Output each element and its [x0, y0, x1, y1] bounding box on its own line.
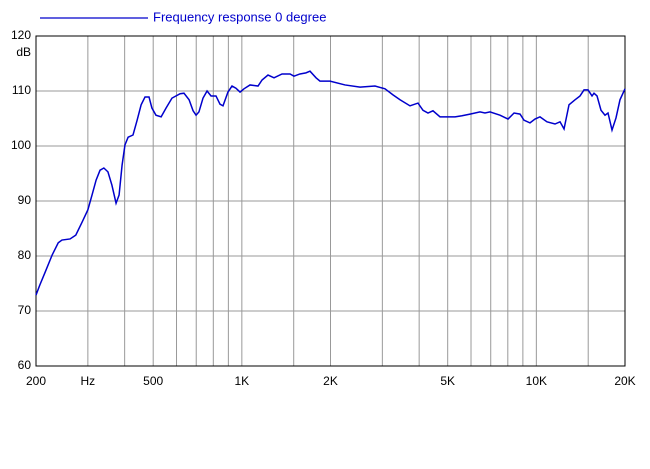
x-tick-label: 200 — [26, 374, 46, 388]
x-tick-label: 5K — [440, 374, 455, 388]
y-tick-label: 120 — [11, 28, 31, 42]
y-tick-label: 110 — [12, 83, 31, 97]
x-tick-label: Hz — [81, 374, 96, 388]
x-tick-label: 500 — [143, 374, 163, 388]
y-tick-label: 90 — [18, 193, 32, 207]
x-tick-label: 1K — [235, 374, 250, 388]
y-axis-label: dB — [16, 45, 31, 59]
y-tick-label: 100 — [11, 138, 31, 152]
legend-label: Frequency response 0 degree — [153, 9, 326, 24]
x-tick-label: 20K — [614, 374, 635, 388]
y-tick-label: 80 — [18, 248, 32, 262]
x-tick-label: 10K — [526, 374, 547, 388]
plot-frame — [35, 35, 626, 367]
y-tick-label: 70 — [18, 303, 32, 317]
x-tick-label: 2K — [323, 374, 338, 388]
y-tick-label: 60 — [18, 358, 32, 372]
series-line — [35, 70, 626, 296]
